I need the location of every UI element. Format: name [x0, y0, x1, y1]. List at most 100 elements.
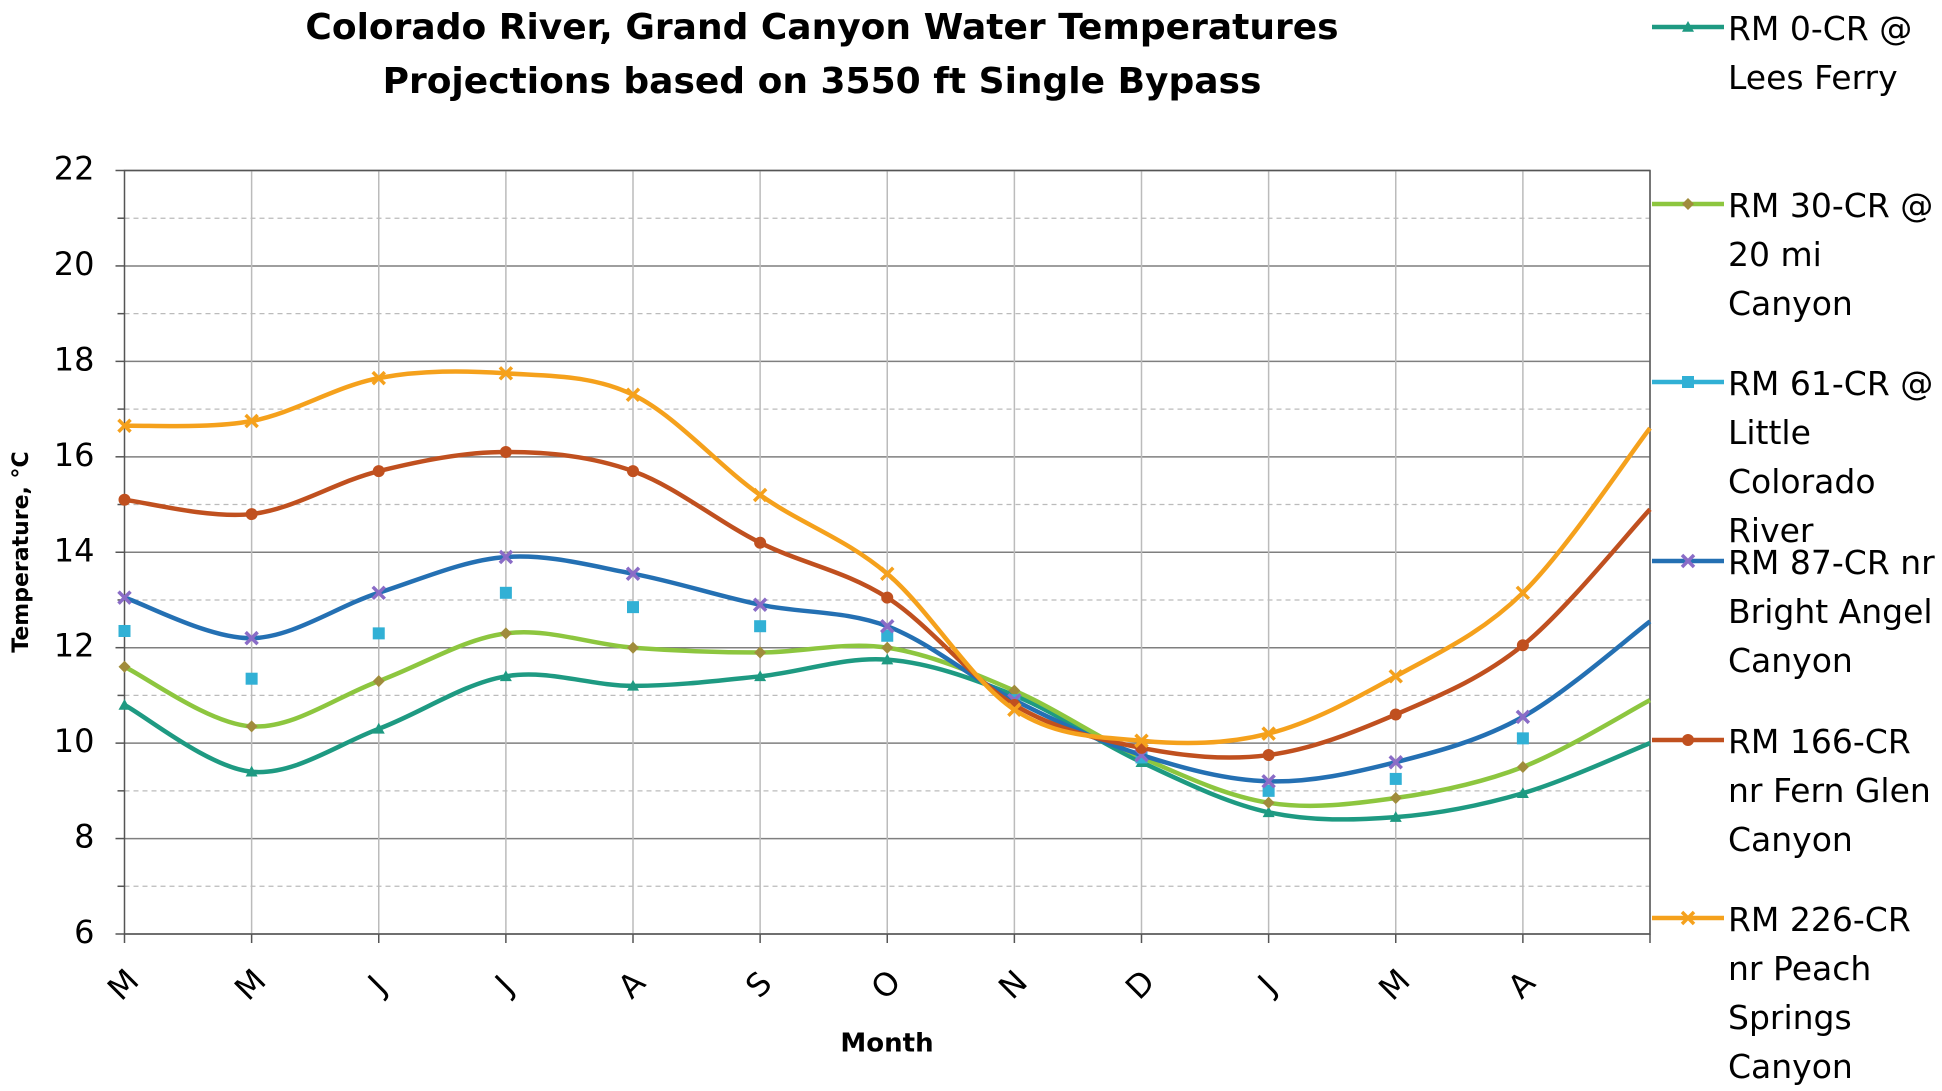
marker	[372, 627, 385, 640]
marker	[118, 698, 131, 710]
y-tick-label: 18	[54, 340, 95, 378]
marker	[1516, 760, 1529, 773]
marker	[754, 670, 767, 682]
legend-swatch	[1652, 910, 1724, 926]
marker	[625, 387, 641, 403]
marker	[1262, 784, 1275, 797]
marker	[1389, 811, 1402, 822]
marker	[499, 627, 512, 640]
marker	[752, 597, 768, 612]
marker	[118, 493, 131, 506]
marker	[754, 646, 767, 659]
marker	[1007, 702, 1022, 717]
marker	[245, 672, 258, 685]
x-tick-label: S	[738, 964, 779, 1005]
legend-swatch	[1652, 376, 1724, 388]
marker	[627, 465, 639, 478]
marker	[371, 370, 386, 386]
marker	[880, 566, 895, 581]
legend-label: RM 30-CR @ 20 mi Canyon	[1728, 186, 1934, 323]
marker	[244, 630, 259, 646]
marker	[498, 366, 514, 381]
y-tick-label: 8	[74, 818, 94, 856]
marker	[1261, 774, 1276, 789]
x-tick-label: A	[610, 963, 652, 1005]
legend-swatch	[1652, 734, 1724, 746]
marker	[880, 618, 895, 634]
marker	[245, 765, 258, 777]
chart-subtitle: Projections based on 3550 ft Single Bypa…	[383, 61, 1262, 102]
marker	[754, 536, 767, 549]
marker	[498, 549, 514, 565]
marker	[1682, 376, 1694, 388]
legend-item: RM 226-CR nr Peach Springs Canyon	[1648, 895, 1942, 1091]
marker	[1516, 732, 1529, 745]
marker	[754, 620, 767, 633]
marker	[1262, 806, 1275, 818]
marker	[627, 601, 639, 614]
marker	[1008, 684, 1021, 697]
marker	[1515, 585, 1531, 601]
legend-label: RM 226-CR nr Peach Springs Canyon	[1728, 900, 1911, 1086]
marker	[1516, 639, 1529, 652]
marker	[1261, 726, 1276, 741]
marker	[1682, 734, 1694, 746]
legend-swatch	[1652, 21, 1724, 32]
marker	[245, 720, 258, 733]
y-tick-label: 10	[54, 722, 95, 760]
x-tick-label: J	[359, 968, 394, 1003]
marker	[1389, 772, 1402, 785]
legend-label: RM 61-CR @ Little Colorado River	[1728, 364, 1934, 550]
x-tick-label: O	[863, 962, 908, 1007]
marker	[244, 413, 259, 429]
x-tick-label: M	[227, 961, 273, 1007]
y-tick-label: 6	[74, 913, 94, 951]
marker	[118, 660, 131, 673]
legend-item: RM 30-CR @ 20 mi Canyon	[1648, 181, 1942, 328]
marker	[881, 591, 894, 604]
marker	[1389, 708, 1402, 721]
marker	[499, 446, 512, 459]
x-tick-label: A	[1500, 963, 1542, 1005]
y-tick-label: 12	[54, 627, 95, 665]
marker	[881, 629, 894, 642]
legend-label: RM 166-CR nr Fern Glen Canyon	[1728, 722, 1931, 859]
marker	[1134, 733, 1149, 748]
marker	[1682, 21, 1694, 32]
marker	[881, 653, 894, 665]
marker	[371, 585, 386, 601]
marker	[1682, 198, 1694, 210]
x-tick-label: N	[991, 963, 1035, 1007]
marker	[372, 675, 385, 688]
marker	[1388, 754, 1403, 770]
marker	[1515, 709, 1531, 725]
marker	[627, 679, 639, 691]
legend-label: RM 0-CR @ Lees Ferry	[1728, 9, 1913, 97]
y-tick-label: 22	[54, 150, 95, 188]
legend-item: RM 166-CR nr Fern Glen Canyon	[1648, 717, 1942, 864]
x-tick-label: D	[1118, 962, 1162, 1006]
x-tick-label: M	[100, 961, 146, 1007]
legend-item: RM 0-CR @ Lees Ferry	[1648, 4, 1942, 102]
legend-swatch	[1652, 198, 1724, 210]
y-tick-label: 14	[54, 531, 95, 569]
x-tick-label: J	[1249, 968, 1284, 1003]
marker	[1262, 749, 1275, 762]
marker	[625, 566, 641, 581]
y-tick-label: 16	[54, 436, 95, 474]
marker	[117, 418, 132, 434]
legend-swatch	[1652, 553, 1724, 569]
marker	[1262, 796, 1275, 809]
marker	[372, 722, 385, 734]
marker	[1389, 792, 1402, 805]
legend-label: RM 87-CR nr Bright Angel Canyon	[1728, 543, 1935, 680]
marker	[627, 641, 639, 654]
marker	[881, 641, 894, 654]
marker	[245, 508, 258, 521]
chart-title: Colorado River, Grand Canyon Water Tempe…	[305, 7, 1338, 48]
y-axis-label: Temperature, °C	[9, 451, 34, 652]
x-axis-label: Month	[840, 1029, 933, 1059]
marker	[1388, 669, 1403, 684]
